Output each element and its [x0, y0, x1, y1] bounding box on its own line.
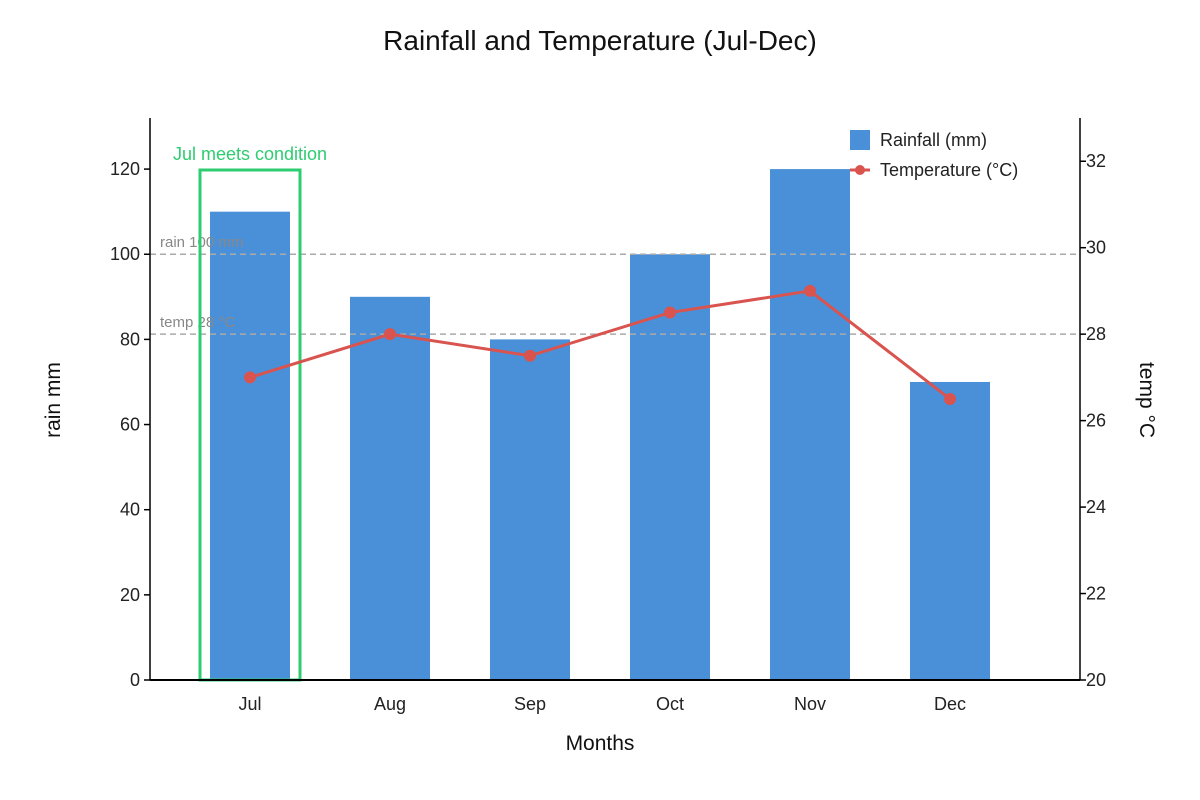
temperature-point-jul: [244, 371, 256, 384]
y-tick-label: 120: [110, 159, 140, 179]
y-tick-label: 0: [130, 670, 140, 690]
annotation-label-0: Jul meets condition: [173, 144, 327, 164]
y2-tick-label: 28: [1086, 324, 1106, 344]
y-axis-title: rain mm: [42, 362, 65, 438]
y-tick-label: 80: [120, 329, 140, 349]
y-tick-label: 20: [120, 585, 140, 605]
legend: Rainfall (mm) Temperature (°C): [850, 130, 1018, 180]
legend-label-rainfall: Rainfall (mm): [880, 130, 987, 150]
x-tick-label: Jul: [238, 694, 261, 714]
y2-tick-label: 30: [1086, 238, 1106, 258]
legend-swatch-rainfall: [850, 130, 870, 150]
x-tick-label: Dec: [934, 694, 966, 714]
bar-oct: [630, 254, 710, 680]
y-tick-label: 100: [110, 244, 140, 264]
legend-swatch-temperature-marker: [855, 165, 865, 175]
temperature-point-aug: [384, 328, 396, 341]
line-series-layer: [244, 284, 956, 405]
temperature-line: [249, 289, 951, 401]
bar-sep: [490, 339, 570, 680]
temperature-point-sep: [524, 349, 536, 362]
bar-dec: [910, 381, 990, 680]
y2-tick-label: 24: [1086, 497, 1106, 517]
y2-axis-title: temp °C: [1135, 362, 1158, 438]
reference-line-label-1: temp 28 °C: [160, 314, 235, 331]
y2-tick-label: 20: [1086, 670, 1106, 690]
reference-lines-layer: rain 100 mm temp 28 °C: [150, 234, 1080, 335]
temperature-point-oct: [664, 306, 676, 319]
bar-nov: [770, 169, 850, 680]
x-tick-label: Oct: [656, 694, 684, 714]
y-tick-label: 40: [120, 500, 140, 520]
y2-tick-label: 22: [1086, 584, 1106, 604]
y-tick-label: 60: [120, 415, 140, 435]
temperature-point-nov: [804, 284, 816, 297]
x-tick-label: Nov: [794, 694, 826, 714]
y2-tick-label: 32: [1086, 151, 1106, 171]
x-axis-title: Months: [566, 732, 635, 755]
axes-layer: 0 20 40 60 80 100 120 20 22 24 26 28 30 32 Jul Aug Sep Oc…: [110, 118, 1106, 714]
reference-line-label-0: rain 100 mm: [160, 234, 243, 251]
y2-tick-label: 26: [1086, 411, 1106, 431]
bars-layer: [210, 169, 990, 680]
bar-jul: [210, 211, 290, 680]
chart-title: Rainfall and Temperature (Jul-Dec): [383, 25, 817, 56]
bar-aug: [350, 296, 430, 680]
x-tick-label: Sep: [514, 694, 546, 714]
temperature-point-dec: [944, 393, 956, 405]
x-tick-label: Aug: [374, 694, 406, 714]
legend-label-temperature: Temperature (°C): [880, 160, 1018, 180]
